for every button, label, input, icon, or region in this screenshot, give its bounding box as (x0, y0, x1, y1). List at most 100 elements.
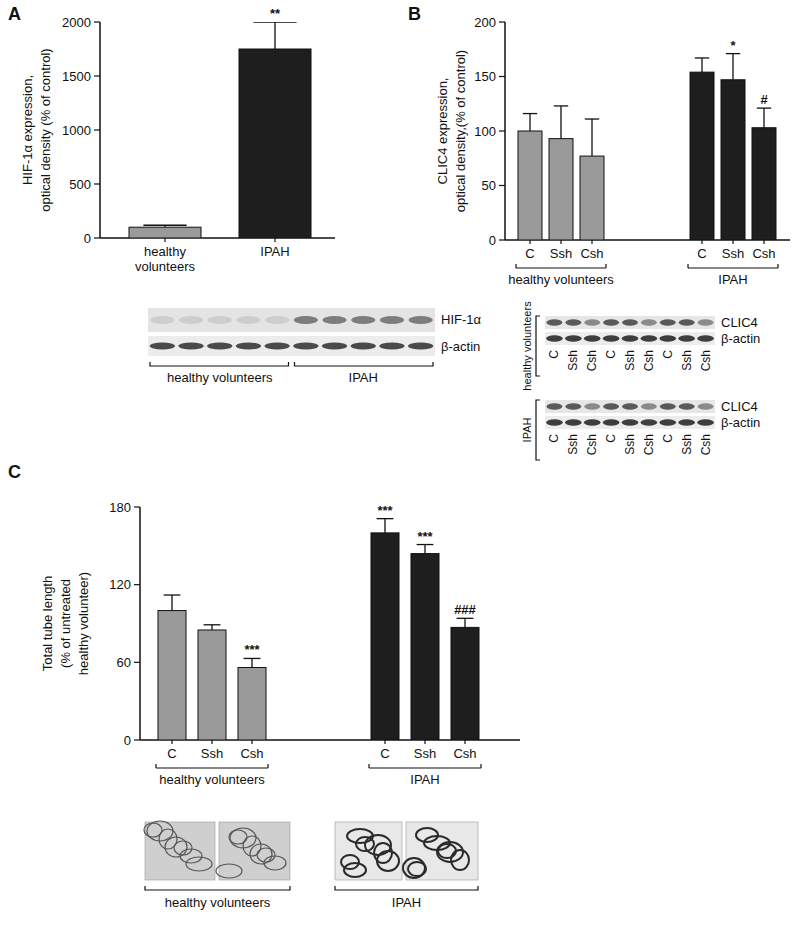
blot-band (351, 343, 376, 350)
y-tick-label: 1000 (62, 123, 91, 138)
y-axis (139, 507, 141, 740)
y-axis-label: (% of untreated (58, 579, 73, 668)
x-tick-label: C (525, 246, 534, 261)
blot-band (293, 343, 318, 350)
blot-band (679, 403, 695, 409)
x-tick (211, 740, 212, 744)
bar (239, 49, 311, 238)
error-cap (695, 57, 709, 58)
y-tick (499, 130, 505, 131)
x-tick-label: Csh (453, 746, 476, 761)
blot-band (659, 335, 676, 341)
blot-bracket (295, 362, 434, 366)
micrograph-texture (186, 857, 212, 871)
error-cap (585, 118, 599, 119)
blot-lane-label: Csh (642, 434, 656, 455)
y-tick (94, 21, 100, 22)
blot-band (603, 403, 619, 409)
y-tick-label: 100 (474, 124, 496, 139)
error-cap (523, 113, 537, 114)
blot-band (351, 316, 375, 324)
blot-lane-label: Ssh (680, 350, 694, 371)
x-axis (505, 239, 790, 241)
bar (238, 668, 266, 740)
y-tick-label: 0 (84, 231, 91, 246)
x-tick (763, 240, 764, 244)
y-tick-label: 60 (117, 655, 131, 670)
micrograph-texture (451, 850, 469, 870)
micrograph-texture (216, 864, 242, 878)
blot-band (584, 419, 601, 425)
blot-bracket (536, 400, 540, 460)
y-axis-label: Total tube length (40, 576, 55, 671)
error-cap (554, 105, 568, 106)
bar (451, 627, 479, 740)
error-cap (417, 544, 434, 545)
y-tick (94, 129, 100, 130)
x-tick (384, 740, 385, 744)
blot-band (547, 403, 563, 409)
y-tick (134, 739, 140, 740)
significance: # (760, 92, 768, 107)
blot-band (236, 316, 260, 324)
x-tick (171, 740, 172, 744)
blot-group-label: IPAH (521, 418, 533, 443)
error-cap (164, 594, 181, 595)
significance: ### (454, 602, 476, 617)
y-axis-label: optical density,(% of control) (453, 50, 468, 212)
y-axis-label: optical density (% of control) (38, 48, 53, 211)
blot-band (150, 343, 175, 350)
group-bracket (687, 264, 688, 268)
group-bracket (777, 264, 778, 268)
error-cap (204, 624, 221, 625)
x-tick (164, 238, 165, 242)
y-axis-label: CLIC4 expression, (435, 78, 450, 185)
blot-band (584, 319, 600, 325)
blot-strip (545, 416, 715, 429)
error-bar (591, 119, 592, 156)
error-cap (757, 107, 771, 108)
x-tick-label: Ssh (722, 246, 744, 261)
y-tick (94, 183, 100, 184)
group-bracket (267, 764, 268, 768)
significance: *** (244, 642, 260, 657)
y-tick (134, 662, 140, 663)
error-bar (763, 108, 764, 128)
blot-lane-label: Csh (585, 350, 599, 371)
micrograph-texture (243, 836, 261, 856)
y-tick (134, 584, 140, 585)
group-bracket (155, 764, 156, 768)
blot-row-label: β-actin (441, 339, 480, 354)
x-tick-label: Csh (752, 246, 775, 261)
micrograph-texture (403, 858, 425, 878)
y-tick-label: 2000 (62, 15, 91, 30)
group-label: healthy volunteers (159, 772, 265, 787)
group-bracket (369, 767, 481, 768)
error-bar (529, 114, 530, 131)
error-cap (377, 518, 394, 519)
blot-band (265, 343, 290, 350)
group-bracket (156, 767, 268, 768)
blot-band (409, 316, 433, 324)
x-tick-label: Ssh (201, 746, 223, 761)
group-bracket (515, 264, 516, 268)
y-tick-label: 200 (474, 15, 496, 30)
blot-band (546, 419, 563, 425)
panel-letter: A (8, 4, 21, 24)
blot-band (179, 316, 203, 324)
blot-lane-label: Csh (585, 434, 599, 455)
micrograph-texture (165, 837, 187, 857)
micrograph (145, 822, 215, 880)
blot-group-label: healthy volunteers (167, 370, 273, 385)
label-line: IPAH (260, 244, 289, 259)
error-bar (384, 519, 385, 533)
error-bar (701, 58, 702, 72)
blot-lane-label: Ssh (680, 434, 694, 455)
blot-band (150, 316, 174, 324)
blot-strip (148, 336, 435, 356)
micrograph-texture (147, 821, 173, 841)
blot-strip (148, 308, 435, 332)
blot-bracket (536, 316, 540, 376)
error-cap (253, 22, 296, 23)
blot-band (698, 403, 714, 409)
